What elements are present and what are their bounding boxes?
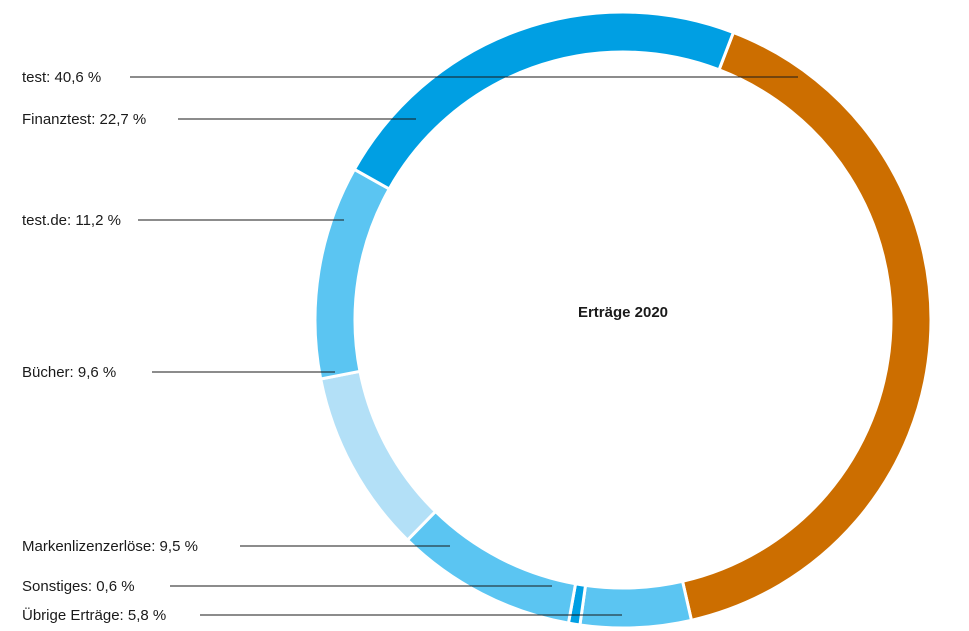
slice-label-test: test: 40,6 %: [22, 69, 101, 86]
slice-label-sonstiges: Sonstiges: 0,6 %: [22, 578, 135, 595]
slice-test-de: [313, 167, 392, 381]
slice-label-uebrige-ertraege: Übrige Erträge: 5,8 %: [22, 606, 166, 624]
slice-labels: test: 40,6 % Übrige Erträge: 5,8 % Sonstig…: [22, 69, 198, 624]
slice-test: [680, 30, 933, 623]
slice-buecher: [318, 369, 438, 543]
slice-label-test-de: test.de: 11,2 %: [22, 212, 121, 229]
slice-label-buecher: Bücher: 9,6 %: [22, 364, 116, 381]
leader-lines: [130, 76, 798, 616]
slice-label-finanztest: Finanztest: 22,7 %: [22, 111, 146, 128]
slice-label-markenlizenzerloese: Markenlizenzerlöse: 9,5 %: [22, 538, 198, 555]
slice-markenlizenzerloese: [405, 509, 578, 625]
slice-uebrige-ertraege: [578, 579, 694, 630]
chart-title: Erträge 2020: [578, 304, 668, 321]
slice-finanztest: [352, 10, 736, 191]
